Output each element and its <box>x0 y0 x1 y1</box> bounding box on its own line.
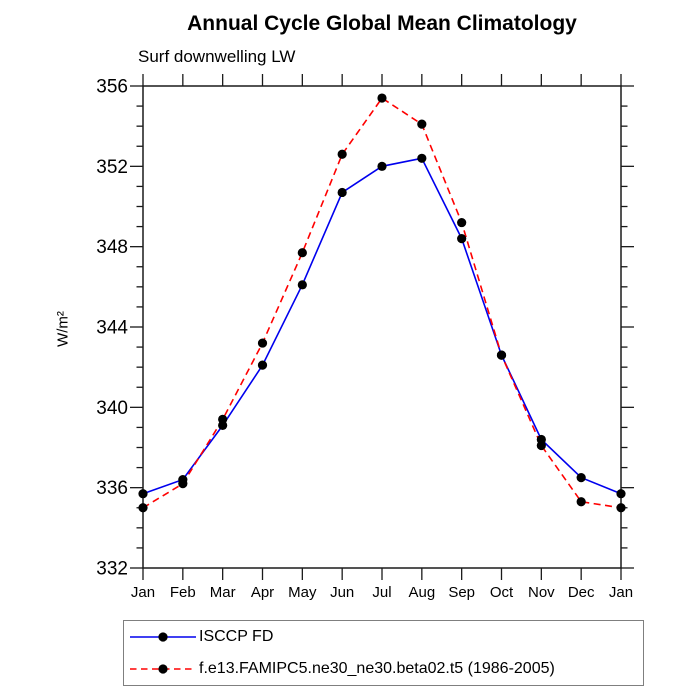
x-tick-label: Feb <box>170 584 196 601</box>
data-point-marker <box>457 234 467 244</box>
legend: ISCCP FD f.e13.FAMIPC5.ne30_ne30.beta02.… <box>123 620 644 686</box>
chart-title: Annual Cycle Global Mean Climatology <box>187 12 577 35</box>
data-point-marker <box>576 497 586 507</box>
y-tick-label: 332 <box>96 559 128 580</box>
data-point-marker <box>218 414 228 424</box>
data-point-marker <box>178 479 188 489</box>
data-point-marker <box>257 338 268 348</box>
data-point-marker <box>536 440 546 451</box>
data-point-marker <box>457 217 467 228</box>
legend-swatch-solid-line-icon <box>130 632 196 642</box>
data-point-marker <box>417 153 427 163</box>
x-tick-label: Dec <box>568 584 595 601</box>
plot-frame <box>142 85 622 569</box>
data-point-marker <box>616 503 626 513</box>
x-tick-label: Mar <box>210 584 236 601</box>
y-tick-label: 352 <box>96 157 128 178</box>
x-axis: Jan Feb Mar Apr May Jun Jul Aug Sep Oct Nov Dec Jan <box>131 74 633 601</box>
data-point-marker <box>138 489 148 499</box>
data-point-marker <box>576 473 586 483</box>
data-point-marker <box>377 161 387 171</box>
data-point-marker <box>417 119 427 129</box>
data-point-marker <box>297 280 307 290</box>
x-tick-label: Jan <box>609 584 633 601</box>
chart-subtitle: Surf downwelling LW <box>138 47 296 66</box>
y-tick-label: 356 <box>96 77 128 98</box>
data-point-marker <box>337 149 347 159</box>
x-tick-label: Jan <box>131 584 155 601</box>
y-tick-label: 344 <box>96 318 128 339</box>
x-tick-label: May <box>288 584 317 601</box>
series-markers-0 <box>138 153 626 499</box>
x-tick-label: Jun <box>330 584 354 601</box>
legend-swatch-dashed-line-icon <box>130 664 196 674</box>
y-tick-label: 348 <box>96 237 128 258</box>
x-tick-label: Aug <box>408 584 435 601</box>
legend-label-isccp-fd: ISCCP FD <box>199 628 274 645</box>
data-point-marker <box>377 93 387 103</box>
data-point-marker <box>138 503 148 513</box>
x-tick-label: Apr <box>251 584 274 601</box>
data-point-marker <box>257 360 268 370</box>
data-point-marker <box>337 187 347 198</box>
y-tick-label: 336 <box>96 478 128 499</box>
data-point-marker <box>496 350 507 360</box>
x-tick-label: Jul <box>372 584 391 601</box>
series-markers-1 <box>138 93 626 513</box>
legend-label-model: f.e13.FAMIPC5.ne30_ne30.beta02.t5 (1986-… <box>199 660 555 677</box>
y-tick-label: 340 <box>96 398 128 419</box>
legend-item-model: f.e13.FAMIPC5.ne30_ne30.beta02.t5 (1986-… <box>124 653 643 685</box>
data-point-marker <box>297 248 307 258</box>
data-point-marker <box>616 489 626 499</box>
legend-item-isccp-fd: ISCCP FD <box>124 621 643 653</box>
y-axis: 332 336 340 344 348 352 356 <box>96 77 634 580</box>
x-tick-label: Sep <box>448 584 475 601</box>
x-tick-label: Oct <box>490 584 514 601</box>
x-tick-label: Nov <box>528 584 555 601</box>
series-line-0 <box>142 157 622 495</box>
